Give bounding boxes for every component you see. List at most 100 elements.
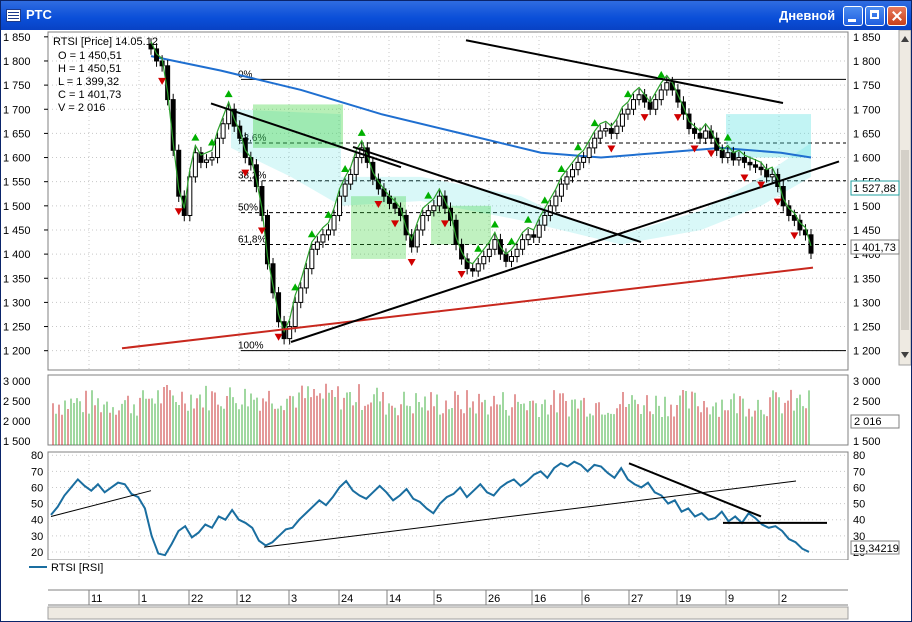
short-moving-average-line: [150, 41, 812, 334]
rsi-trendline: [628, 462, 762, 518]
x-day-tick: 14: [389, 593, 401, 605]
candle-body: [575, 161, 581, 171]
candle-body: [320, 234, 326, 243]
volume-tick-left: 2 000: [3, 416, 31, 428]
price-tick-right: 1 300: [853, 297, 881, 309]
price-tick-right: 1 850: [853, 32, 881, 44]
price-tick-left: 1 550: [3, 177, 31, 189]
candle-body: [525, 234, 531, 241]
rsi-tick-left: 80: [31, 450, 43, 462]
candle-body: [337, 195, 343, 216]
volume-tick-right: 1 500: [853, 436, 881, 448]
candle-body: [503, 253, 509, 262]
price-tick-left: 1 200: [3, 346, 31, 358]
price-tick-left: 1 600: [3, 153, 31, 165]
close-button[interactable]: [887, 6, 907, 26]
rsi-tick-right: 80: [853, 450, 865, 462]
candle-body: [325, 229, 331, 236]
volume-tick-right: 2 500: [853, 396, 881, 408]
maximize-button[interactable]: [865, 6, 885, 26]
chart-app-icon: [6, 9, 21, 22]
buy-signal-arrow: [474, 244, 483, 252]
candle-body: [780, 186, 786, 207]
candle-body: [464, 258, 470, 270]
ohlc-close: C = 1 401,73: [58, 89, 121, 101]
sell-signal-arrow: [773, 198, 782, 206]
candle-body: [531, 234, 537, 238]
horizontal-scrollbar[interactable]: [47, 606, 849, 620]
price-tick-left: 1 700: [3, 104, 31, 116]
candle-body: [276, 292, 282, 323]
candle-body: [481, 256, 487, 265]
candle-body: [492, 239, 498, 250]
sell-signal-arrow: [274, 333, 283, 341]
candle-body: [287, 326, 293, 340]
volume-panel[interactable]: [47, 374, 849, 446]
scrollbar-thumb[interactable]: [901, 150, 909, 330]
scroll-down-icon[interactable]: [901, 352, 909, 358]
candle-body: [564, 176, 570, 185]
rsi-tick-right: 40: [853, 515, 865, 527]
rsi-line: [50, 460, 810, 557]
rsi-tick-left: 40: [31, 515, 43, 527]
sell-signal-arrow: [457, 271, 466, 279]
buy-signal-arrow: [574, 143, 583, 151]
x-day-tick: 11: [91, 593, 102, 605]
candle-body: [581, 157, 587, 163]
candle-body: [719, 149, 725, 159]
candle-body: [553, 195, 559, 207]
period-label[interactable]: Дневной: [779, 8, 836, 23]
rsi-legend-label: RTSI [RSI]: [51, 562, 103, 574]
sell-signal-arrow: [158, 77, 167, 85]
sell-signal-arrow: [174, 208, 183, 216]
candle-body: [631, 99, 637, 110]
buy-signal-arrow: [490, 220, 499, 228]
buy-signal-arrow: [557, 165, 566, 173]
price-tick-left: 1 300: [3, 297, 31, 309]
candle-body: [309, 248, 315, 270]
ohlc-volume: V = 2 016: [58, 102, 105, 114]
rsi-tick-left: 70: [31, 466, 43, 478]
rsi-trendline: [50, 490, 152, 517]
candle-body: [725, 152, 731, 159]
candle-body: [453, 219, 459, 245]
candle-body: [614, 125, 620, 134]
volume-last-label: 2 016: [854, 416, 882, 428]
buy-signal-arrow: [623, 90, 632, 98]
candle-body: [509, 256, 515, 262]
candle-body: [215, 137, 221, 159]
price-tick-left: 1 350: [3, 273, 31, 285]
sell-signal-arrow: [440, 220, 449, 228]
candle-body: [331, 214, 337, 231]
moving-average-line: [150, 55, 812, 159]
candle-body: [653, 99, 659, 110]
candle-body: [403, 214, 409, 236]
candle-body: [514, 248, 520, 258]
buy-signal-arrow: [424, 191, 433, 199]
price-tick-left: 1 750: [3, 80, 31, 92]
price-tick-right: 1 500: [853, 201, 881, 213]
fib-level-label: 50%: [238, 203, 258, 214]
price-panel[interactable]: [47, 31, 849, 371]
candle-body: [392, 202, 398, 209]
candle-body: [769, 173, 775, 178]
x-day-tick: 3: [291, 593, 297, 605]
candle-body: [198, 152, 204, 163]
minimize-button[interactable]: [843, 6, 863, 26]
buy-signal-arrow: [657, 70, 666, 78]
candle-body: [597, 130, 603, 139]
candle-body: [741, 157, 747, 163]
rsi-panel[interactable]: [47, 451, 849, 561]
price-tick-right: 1 800: [853, 56, 881, 68]
trendline: [121, 266, 814, 350]
rsi-trendline: [263, 480, 797, 548]
rsi-series: 2020303040405050606070708080: [31, 450, 865, 560]
buy-signal-arrow: [723, 133, 732, 141]
candle-body: [486, 248, 492, 258]
title-bar[interactable]: РТС Дневной: [1, 1, 911, 30]
scroll-up-icon[interactable]: [901, 36, 909, 42]
rsi-tick-right: 50: [853, 499, 865, 511]
price-tick-right: 1 200: [853, 346, 881, 358]
